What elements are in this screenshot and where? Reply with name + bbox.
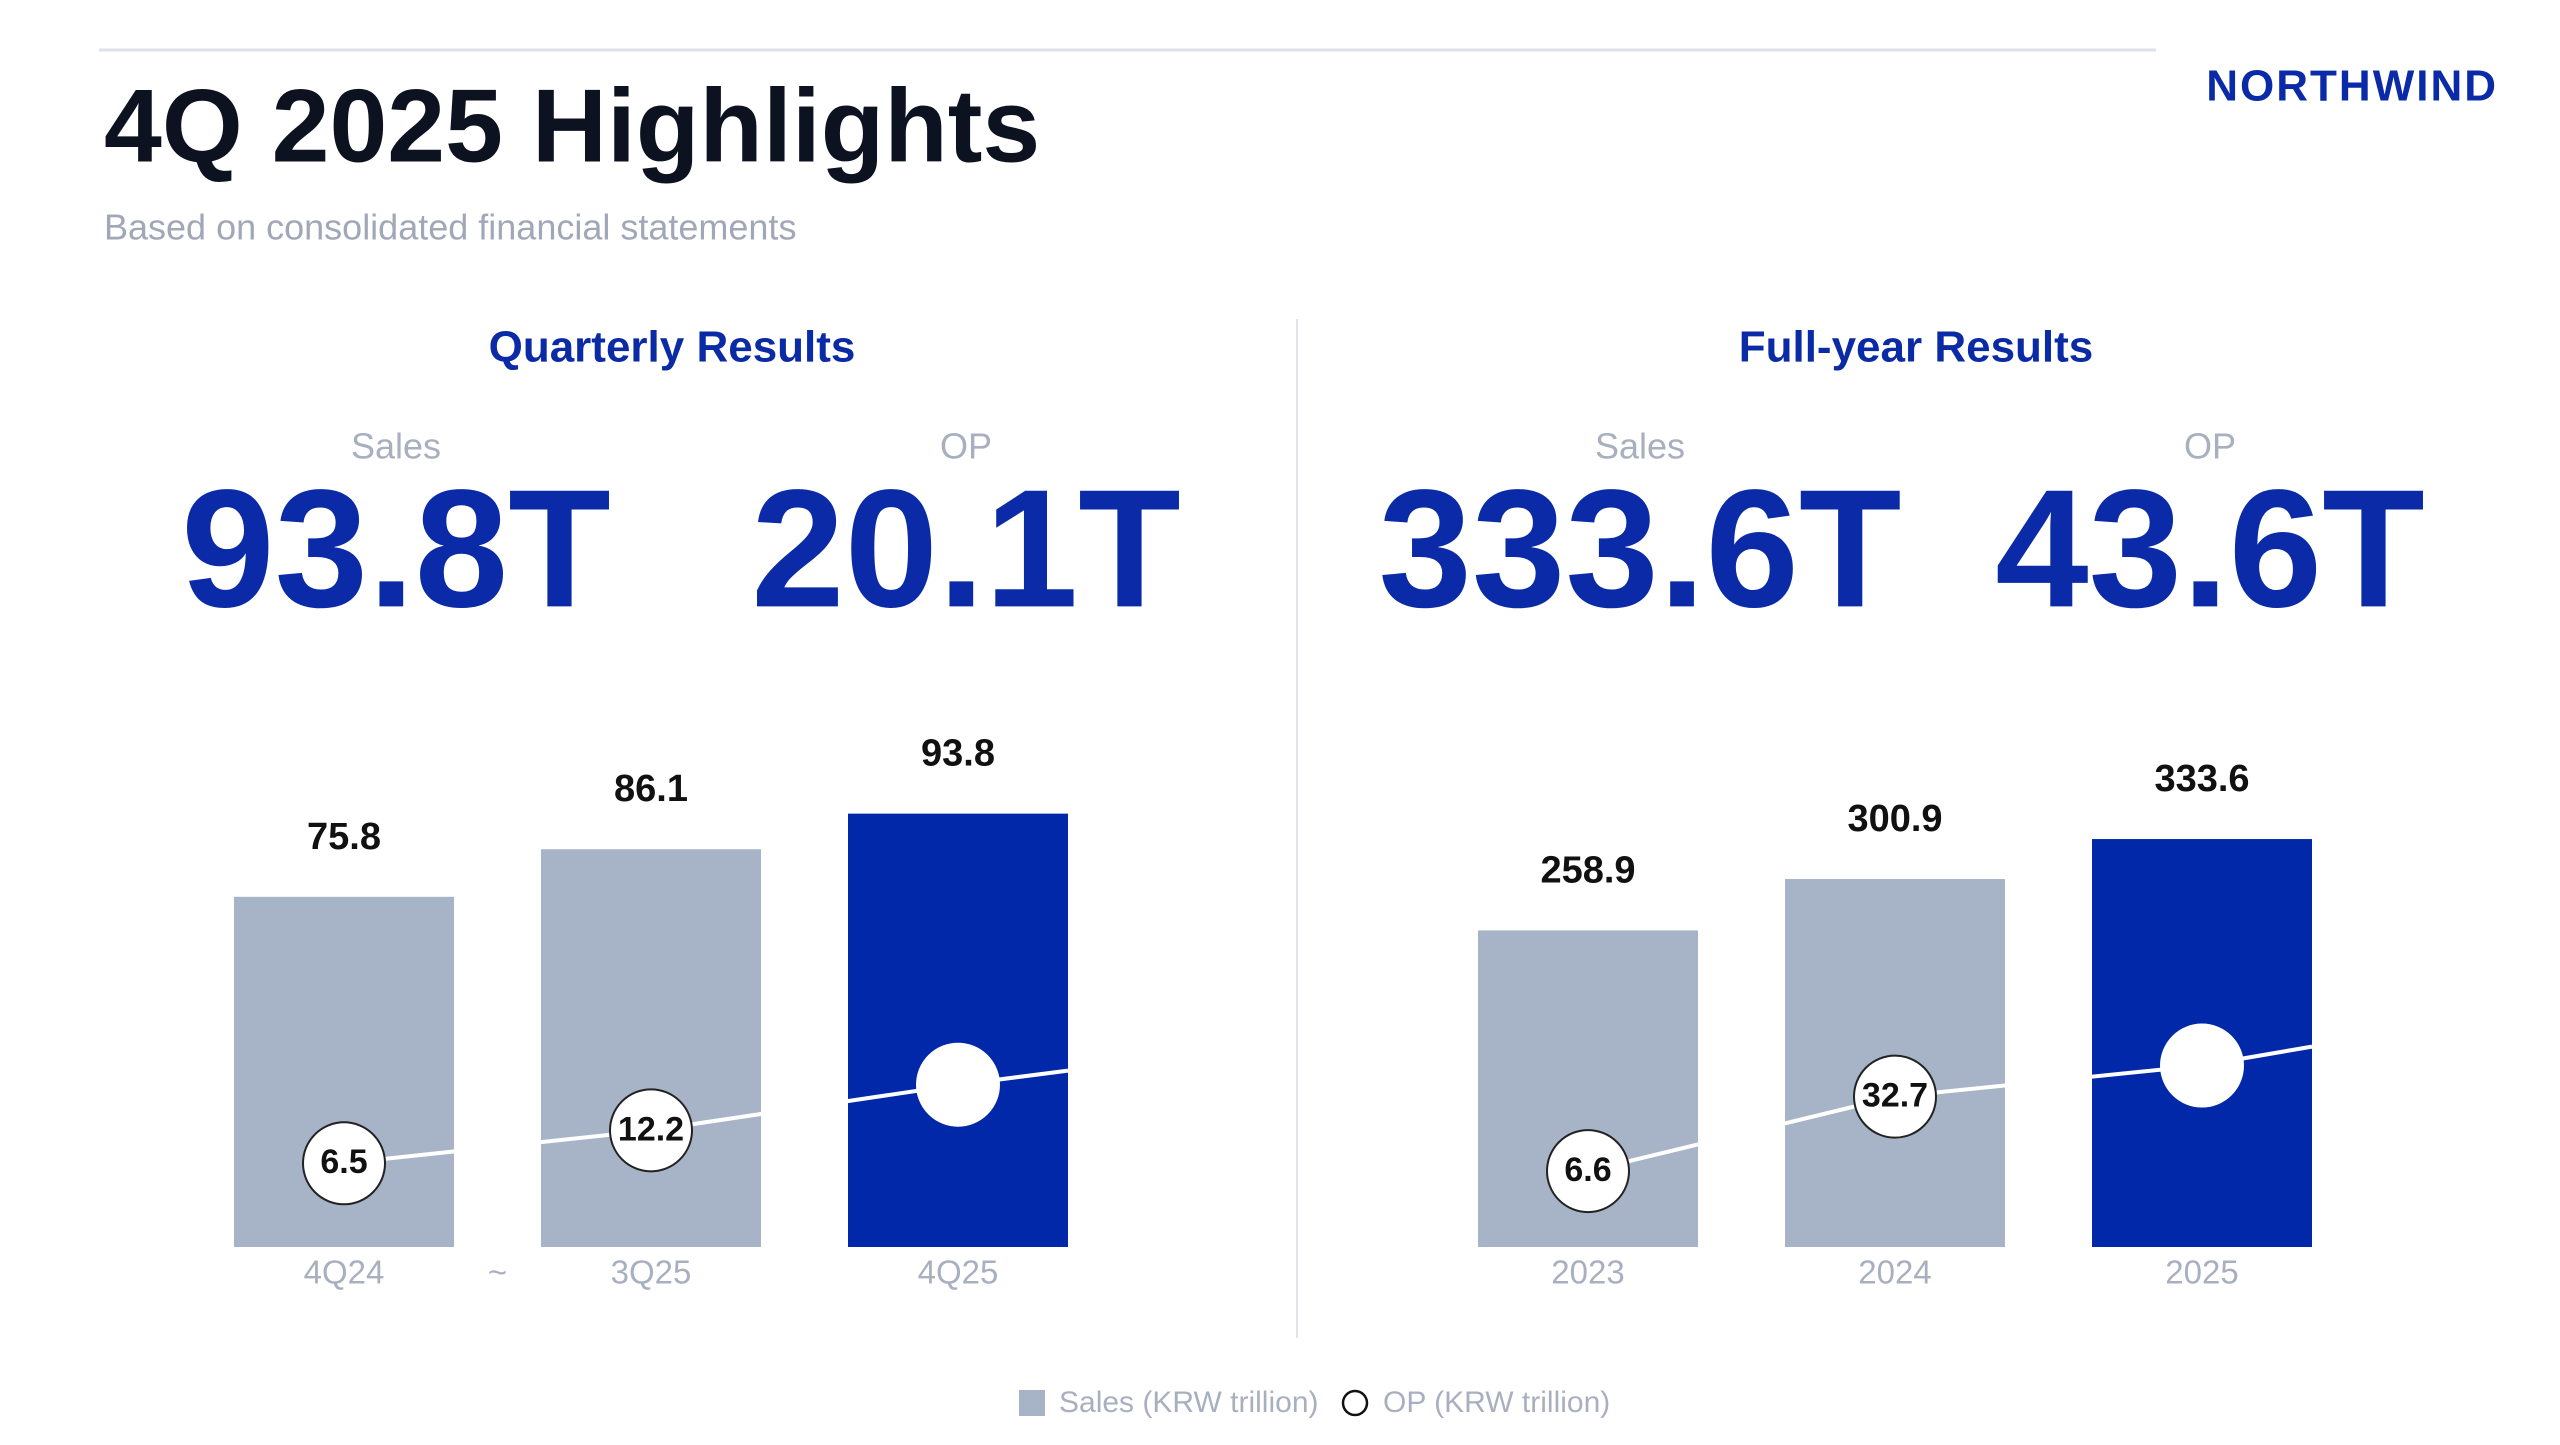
x-tick-label: 3Q25 [611,1254,692,1291]
op-value-label: 6.6 [1564,1151,1611,1189]
page-subtitle: Based on consolidated financial statemen… [104,207,796,248]
bar-value-label: 93.8 [921,733,995,775]
op-value-label: 12.2 [618,1110,684,1148]
section-title: Full-year Results [1739,323,2094,372]
bar-value-label: 333.6 [2154,758,2249,800]
op-line [343,1068,1069,1166]
kpi-label: OP [2184,426,2236,467]
kpi-value: 20.1T [751,454,1181,642]
legend-label: OP (KRW trillion) [1383,1386,1610,1419]
op-value-label: 6.5 [320,1143,367,1181]
x-tick-label: 4Q24 [304,1254,385,1291]
op-marker [302,1121,386,1206]
x-tick-label: 2024 [1858,1254,1931,1291]
kpi-label: Sales [351,426,441,467]
op-value-label: 32.7 [1862,1077,1928,1115]
legend-label: Sales (KRW trillion) [1059,1386,1319,1419]
op-marker [1853,1054,1937,1139]
section-title: Quarterly Results [489,323,856,372]
page-title: 4Q 2025 Highlights [104,68,1040,184]
kpi-value: 43.6T [1995,454,2425,642]
bar-value-label: 86.1 [614,768,688,810]
brand: NORTHWIND [2206,62,2498,111]
x-tick-label: 4Q25 [918,1254,999,1291]
kpi-label: OP [940,426,992,467]
op-marker [2160,1023,2244,1108]
legend-swatch [1341,1389,1369,1417]
bar [848,813,1068,1247]
x-tick-label: 2023 [1551,1254,1624,1291]
x-tick-label: 2025 [2165,1254,2238,1291]
kpi-label: Sales [1595,426,1685,467]
bar-value-label: 300.9 [1847,798,1942,840]
op-line [1587,1044,2313,1174]
op-marker [1546,1129,1630,1214]
op-marker [609,1088,693,1173]
bar-value-label: 75.8 [307,816,381,858]
bar-value-label: 258.9 [1540,849,1635,891]
kpi-value: 93.8T [181,454,611,642]
axis-break: ~ [488,1254,507,1291]
bar [541,849,761,1247]
legend-swatch [1019,1390,1045,1416]
kpi-value: 333.6T [1378,454,1901,642]
op-marker [916,1042,1000,1127]
